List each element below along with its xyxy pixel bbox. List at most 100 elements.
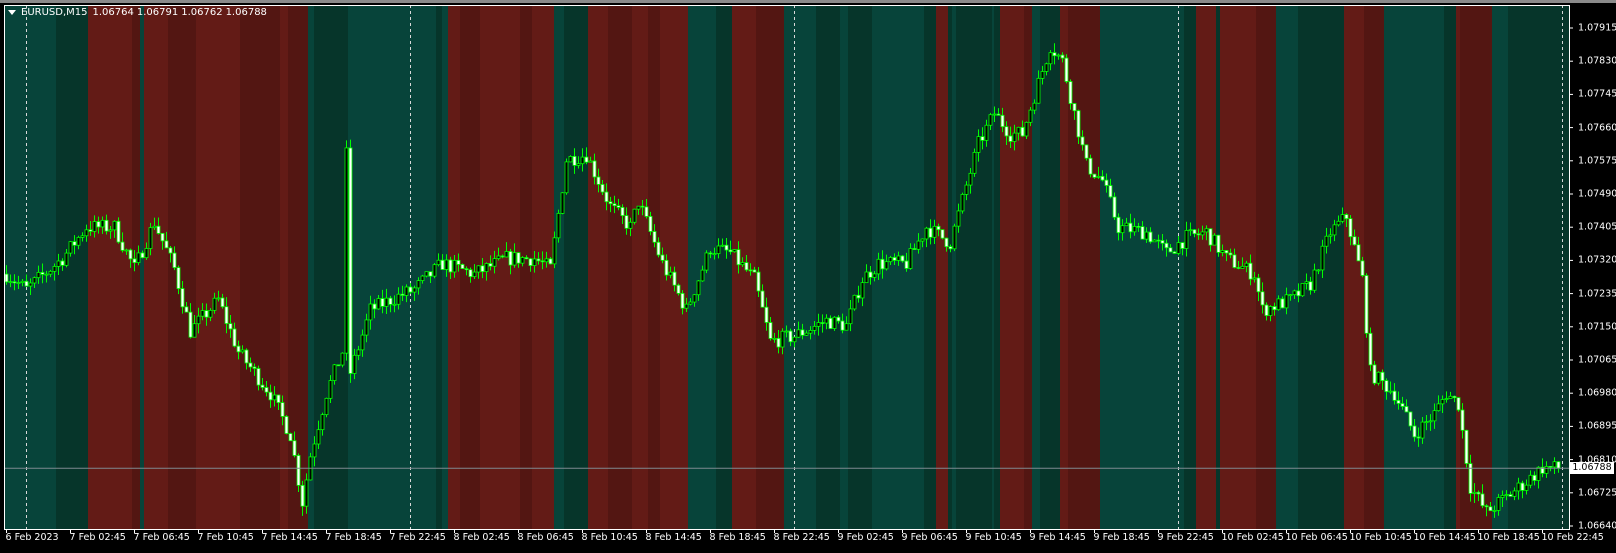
trend-band-bear_weak <box>240 5 280 529</box>
candle-bull <box>792 336 797 343</box>
candle-bear <box>788 330 793 343</box>
candle-bear <box>1140 226 1145 240</box>
trend-band-bear <box>88 5 132 529</box>
candle-bear <box>524 257 529 260</box>
candle-bear <box>232 328 237 347</box>
trend-band-bull_weak <box>716 5 732 529</box>
time-tick-label: 10 Feb 14:45 <box>1413 532 1476 543</box>
candle-bull <box>1028 109 1033 123</box>
candle-bear <box>1072 103 1077 112</box>
candle-bull <box>1292 290 1297 296</box>
trend-band-bear_weak <box>648 5 660 529</box>
candle-bull <box>192 323 197 338</box>
collapse-triangle-icon[interactable] <box>8 10 16 15</box>
candle-bull <box>304 479 309 507</box>
price-tick-label: 1.07405 <box>1578 221 1616 233</box>
price-tick-label: 1.07660 <box>1578 122 1616 134</box>
candle-bull <box>1528 474 1533 486</box>
candle-bull <box>780 330 785 348</box>
candle-bear <box>680 293 685 309</box>
candle-bear <box>980 136 985 141</box>
candle-bear <box>880 258 885 270</box>
trend-band-bull <box>1492 5 1508 529</box>
trend-band-bear_weak <box>168 5 196 529</box>
candle-bear <box>840 320 845 331</box>
candle-bull <box>1056 54 1061 57</box>
candle-bear <box>1128 222 1133 233</box>
candle-bear <box>1556 461 1561 469</box>
candle-bear <box>1364 275 1369 334</box>
time-tick-label: 8 Feb 06:45 <box>517 532 574 543</box>
time-tick-label: 7 Feb 18:45 <box>325 532 382 543</box>
candle-bull <box>1204 228 1209 233</box>
candle-bull <box>1336 220 1341 226</box>
candle-bull <box>1044 63 1049 72</box>
trend-band-bull_weak <box>1040 5 1060 529</box>
candle-bull <box>544 258 549 263</box>
candle-bull <box>720 244 725 247</box>
candle-bull <box>420 275 425 281</box>
candle-bear <box>676 284 681 294</box>
trend-band-bull_weak <box>1184 5 1196 529</box>
candle-bear <box>592 160 597 178</box>
candle-bear <box>284 416 289 434</box>
candle-bull <box>784 330 789 333</box>
candle-bull <box>316 429 321 445</box>
candle-bear <box>1160 240 1165 244</box>
candle-bear <box>204 310 209 318</box>
candle-bull <box>848 308 853 325</box>
candle-bear <box>1020 126 1025 137</box>
candle-bull <box>376 298 381 310</box>
price-tick-label: 1.07065 <box>1578 354 1616 366</box>
candle-bull <box>208 309 213 318</box>
candle-bull <box>1184 230 1189 249</box>
candle-bull <box>200 310 205 317</box>
candle-bear <box>1232 254 1237 268</box>
candle-bear <box>132 258 137 263</box>
high-price: 1.06791 <box>136 7 179 18</box>
candle-bear <box>644 206 649 217</box>
candle-bull <box>1304 281 1309 284</box>
candle-bear <box>1104 179 1109 186</box>
candle-bear <box>1228 252 1233 256</box>
candle-bear <box>616 205 621 208</box>
price-tick-label: 1.07490 <box>1578 188 1616 200</box>
candle-bear <box>1172 251 1177 254</box>
candle-bull <box>740 262 745 266</box>
candle-bull <box>384 297 389 307</box>
candle-bull <box>32 277 37 284</box>
time-tick-label: 8 Feb 02:45 <box>453 532 510 543</box>
candle-bull <box>392 303 397 306</box>
trend-band-bear_weak <box>1024 5 1032 529</box>
candle-bull <box>884 261 889 270</box>
candle-bear <box>652 231 657 243</box>
candle-bull <box>588 160 593 163</box>
candle-bull <box>1096 175 1101 178</box>
candle-bear <box>1196 233 1201 236</box>
time-tick-label: 10 Feb 22:45 <box>1541 532 1604 543</box>
candle-bear <box>120 241 125 251</box>
candle-bear <box>768 322 773 339</box>
price-tick-label: 1.07320 <box>1578 254 1616 266</box>
candle-bull <box>1500 495 1505 498</box>
candle-bear <box>480 265 485 273</box>
candle-bull <box>1220 250 1225 253</box>
candle-bull <box>108 229 113 232</box>
candle-bull <box>216 297 221 300</box>
candle-bear <box>252 366 257 369</box>
candle-bear <box>664 259 669 276</box>
trend-band-bull_weak <box>924 5 936 529</box>
candle-bull <box>864 271 869 284</box>
candle-bear <box>608 201 613 205</box>
candle-bear <box>1392 390 1397 401</box>
candle-bull <box>876 258 881 275</box>
candle-bear <box>536 258 541 262</box>
candle-bear <box>1404 406 1409 413</box>
candle-bull <box>1200 231 1205 236</box>
candle-bull <box>124 249 129 252</box>
candle-bull <box>1340 214 1345 222</box>
candle-bear <box>744 262 749 271</box>
candle-bear <box>116 220 121 243</box>
candle-bear <box>660 254 665 261</box>
